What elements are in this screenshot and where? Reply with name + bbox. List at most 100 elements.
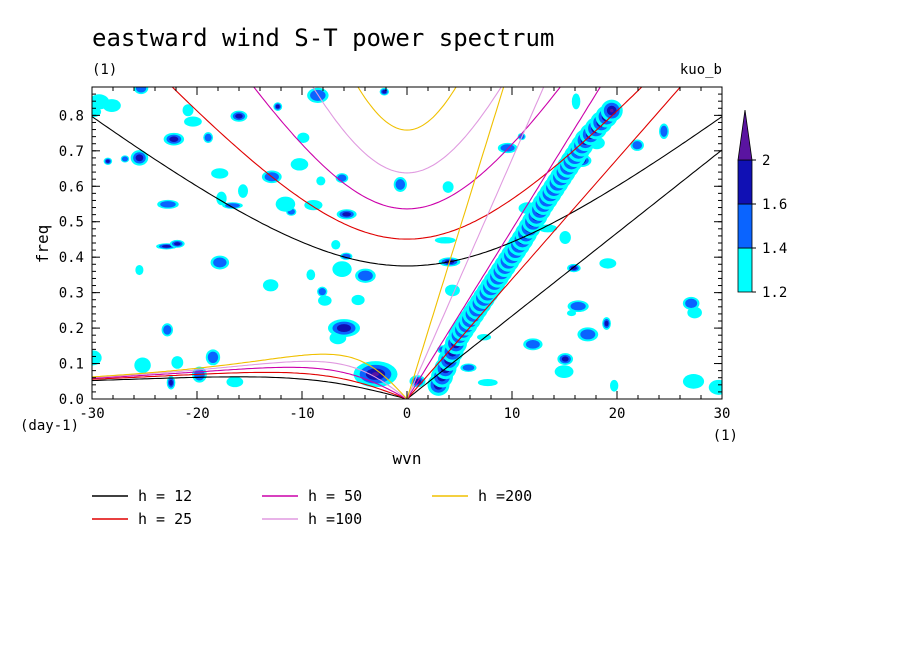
contour-blob (554, 365, 574, 378)
dispersion-curve-kelvin (406, 87, 545, 399)
contour-blob (318, 288, 326, 296)
contour-blob (477, 379, 498, 387)
legend-label: h = 25 (138, 510, 192, 528)
contour-blob (442, 181, 454, 193)
contour-blob (135, 87, 147, 93)
dispersion-curves (92, 87, 722, 399)
contour-blob (660, 125, 668, 137)
x-unit-label: (1) (713, 428, 738, 444)
contour-blob (559, 230, 571, 245)
contour-blob (207, 351, 219, 364)
contour-blob (135, 264, 144, 276)
colorbar-label: 1.2 (762, 285, 787, 301)
contour-blob (297, 132, 310, 143)
x-tick-label: -20 (184, 406, 209, 422)
dispersion-curve-kelvin (406, 87, 601, 399)
dispersion-curve-inertia-gravity (253, 87, 561, 210)
y-tick-label: 0.4 (59, 250, 84, 266)
chart-title: eastward wind S-T power spectrum (92, 24, 554, 52)
contour-blob (182, 104, 194, 117)
contour-blob (262, 279, 279, 292)
y-tick-label: 0.5 (59, 215, 84, 231)
x-axis-label: wvn (393, 449, 422, 468)
y-tick-label: 0.1 (59, 357, 84, 373)
contour-blob (211, 168, 229, 179)
x-tick-label: 30 (714, 406, 731, 422)
legend-label: h =100 (308, 510, 362, 528)
y-tick-label: 0.3 (59, 286, 84, 302)
y-axis-label: freq (33, 225, 52, 264)
dispersion-curve-kelvin (406, 87, 682, 399)
contour-blob (134, 357, 151, 373)
contour-blob (204, 133, 212, 142)
legend-label: h = 12 (138, 487, 192, 505)
y-unit-label: (day-1) (20, 418, 79, 434)
contour-blob (358, 270, 373, 281)
contour-blob (275, 104, 280, 109)
contour-blob (316, 176, 326, 186)
dispersion-curve-inertia-gravity (92, 116, 722, 267)
contour-blob (169, 136, 179, 142)
chart-subtitle-left: (1) (92, 62, 117, 78)
x-tick-label: -30 (79, 406, 104, 422)
contour-blob (121, 156, 129, 162)
contour-blob (135, 154, 144, 162)
contour-blob (332, 261, 352, 277)
contour-blob (235, 113, 243, 119)
contour-blob (604, 320, 609, 327)
contour-blob (336, 324, 352, 333)
contour-blob (290, 158, 309, 171)
y-tick-label: 0.0 (59, 392, 84, 408)
contour-blob (561, 356, 569, 362)
contour-blob (351, 294, 365, 306)
dispersion-curve-inertia-gravity (357, 87, 457, 131)
contour-blob (632, 141, 643, 150)
contour-blob (225, 203, 240, 208)
contour-blob (609, 379, 619, 392)
contour-blob (213, 257, 227, 268)
dispersion-curve-rossby (92, 376, 408, 399)
dispersion-curve-rossby (92, 371, 408, 399)
contour-blob (92, 350, 102, 366)
dispersion-curve-kelvin (406, 149, 722, 399)
contour-blob (682, 374, 705, 389)
contour-blob (538, 224, 558, 233)
dispersion-curve-rossby (92, 366, 408, 399)
x-tick-label: 0 (403, 406, 411, 422)
contour-blob (337, 174, 347, 182)
contour-blob (184, 116, 202, 127)
contour-blob (163, 325, 172, 335)
contour-blob (571, 93, 581, 110)
contour-blob (275, 196, 296, 212)
contour-blob (371, 372, 380, 377)
contour-blob (599, 258, 617, 269)
plot-background (92, 87, 722, 399)
contour-blob (570, 302, 586, 311)
dispersion-curve-kelvin (406, 87, 505, 399)
contour-blob (525, 340, 540, 349)
contour-blob (395, 179, 406, 190)
legend: h = 12 h = 25 h = 50 h =100 h =200 (92, 487, 532, 528)
contour-blob (342, 212, 352, 217)
contour-blob (304, 199, 323, 211)
contour-blob (318, 295, 332, 306)
y-axis: 0.0 0.1 0.2 0.3 0.4 0.5 0.6 0.7 0.8 (59, 93, 722, 408)
contour-blob (169, 379, 173, 386)
legend-label: h = 50 (308, 487, 362, 505)
contour-blob (462, 364, 475, 371)
contour-blob (566, 310, 577, 317)
contour-blob (570, 266, 577, 270)
contour-blob (434, 236, 456, 244)
y-tick-label: 0.6 (59, 179, 84, 195)
dispersion-curve-inertia-gravity (171, 87, 643, 240)
contour-blob (226, 376, 244, 388)
chart-subtitle-right: kuo_b (680, 62, 722, 78)
contour-blob (609, 108, 614, 113)
x-tick-label: -10 (289, 406, 314, 422)
y-tick-label: 0.2 (59, 321, 84, 337)
legend-label: h =200 (478, 487, 532, 505)
colorbar-segment (737, 247, 753, 293)
contour-blob (331, 239, 341, 250)
contour-blob (580, 329, 596, 340)
contour-blob (171, 356, 184, 369)
